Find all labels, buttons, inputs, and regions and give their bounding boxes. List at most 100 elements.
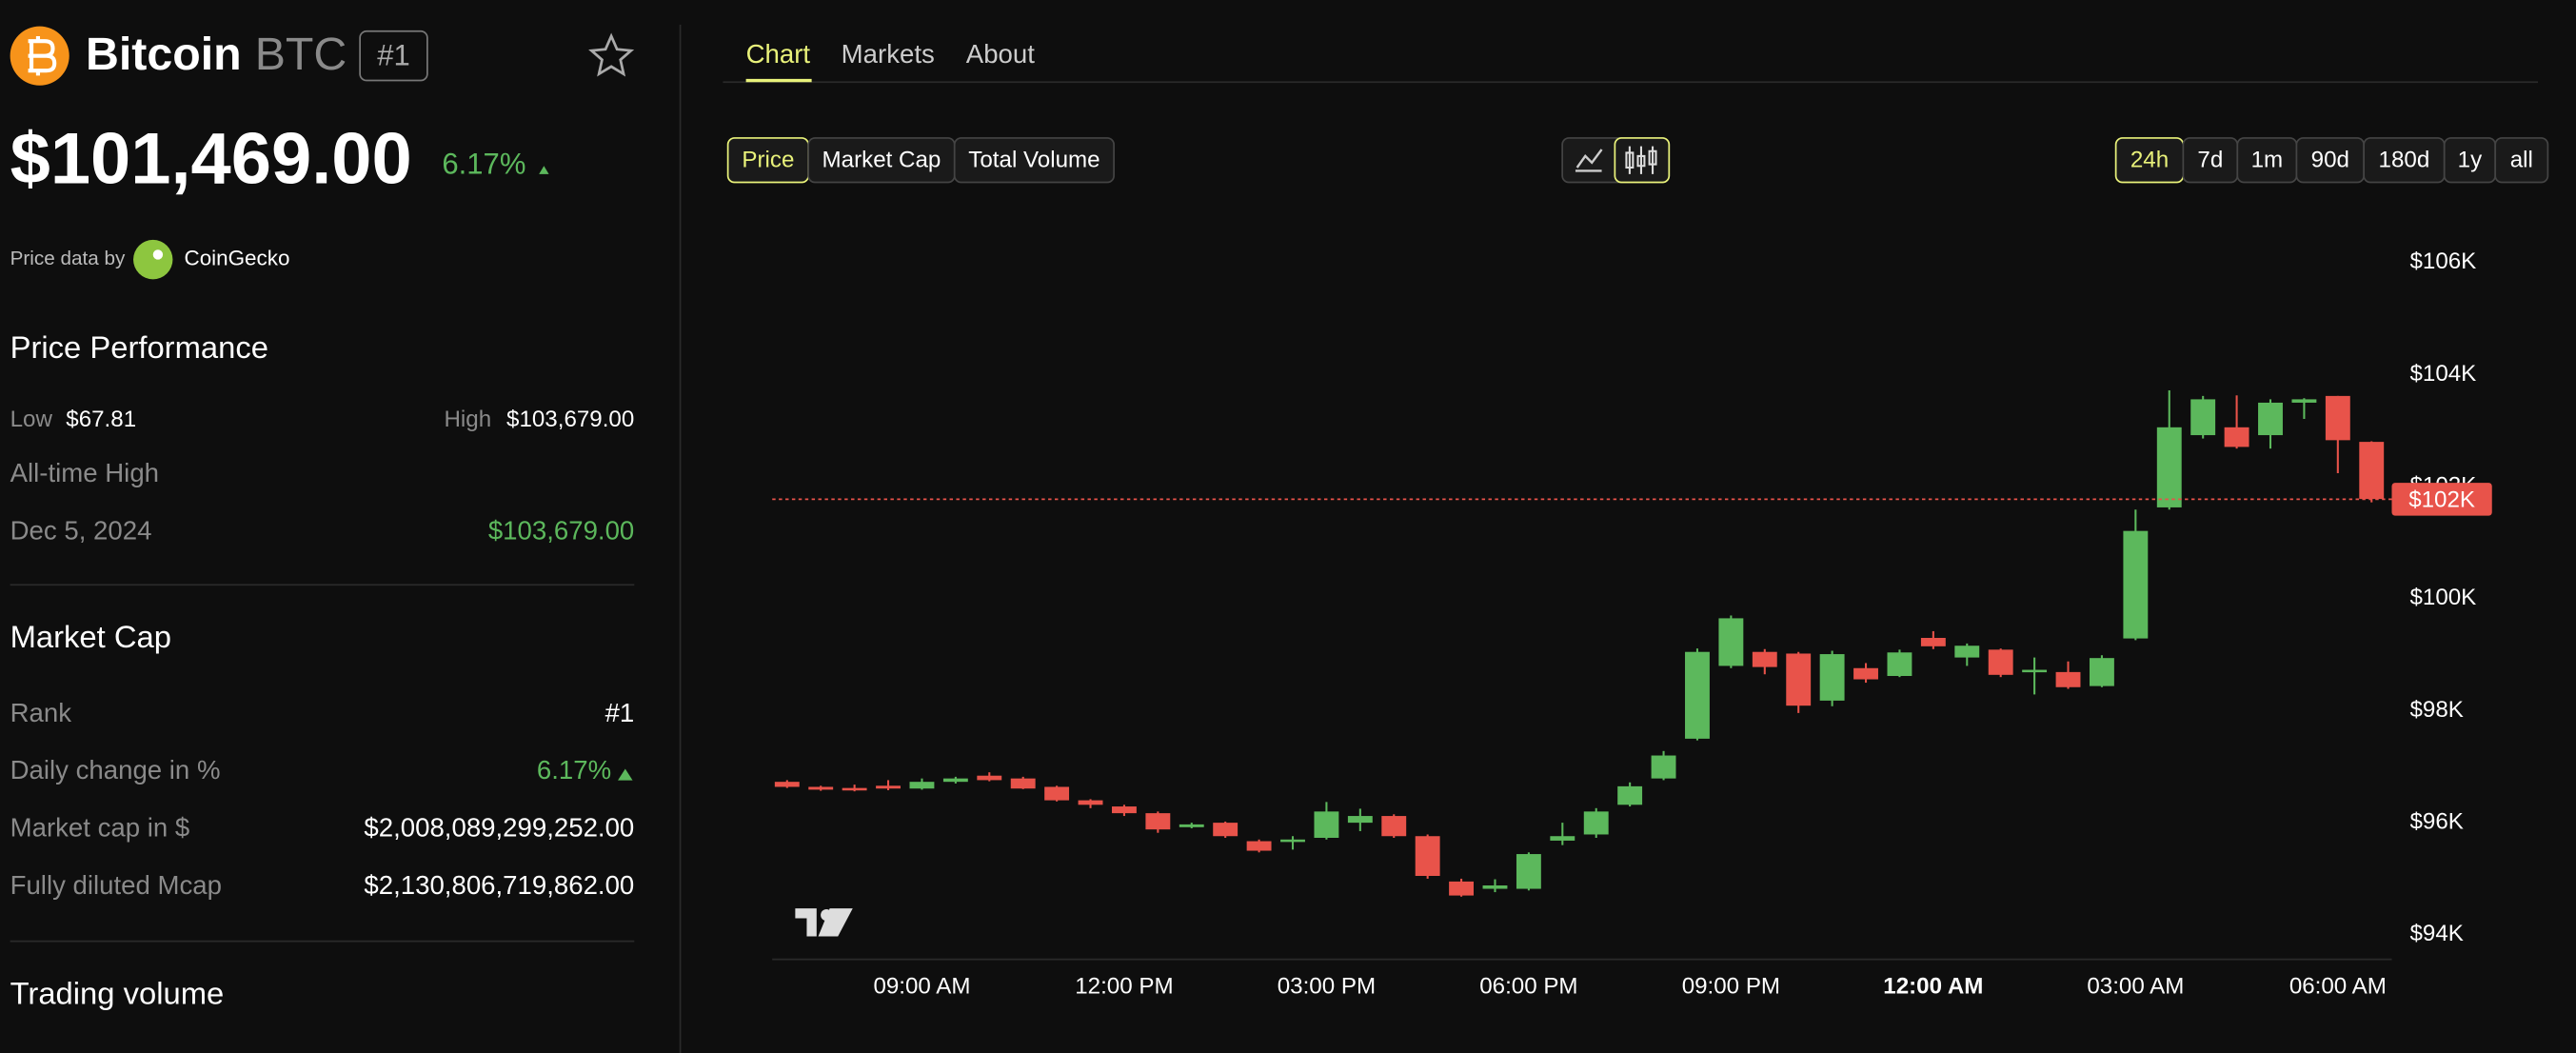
candle-body — [1954, 646, 1980, 658]
candle-body — [1887, 652, 1912, 676]
current-price-tag — [2391, 483, 2492, 516]
candle-body — [1145, 813, 1171, 830]
candle-body — [1516, 854, 1541, 889]
candle-body — [1752, 651, 1777, 667]
toggle-button[interactable] — [953, 137, 1115, 184]
low-value: $67.81 — [66, 407, 136, 432]
candle-body — [2190, 399, 2216, 436]
candle-body — [1179, 824, 1204, 827]
y-tick-label: $106K — [2409, 248, 2476, 274]
candle-body — [2156, 427, 2182, 507]
toggle-label: Total Volume — [968, 147, 1100, 172]
row-value: $2,008,089,299,252.00 — [364, 813, 634, 843]
up-arrow — [539, 166, 549, 174]
favorite-star[interactable] — [588, 32, 635, 77]
x-tick-label: 06:00 AM — [2289, 973, 2387, 999]
ath-value: $103,679.00 — [488, 515, 634, 545]
price-source: CoinGecko — [185, 247, 290, 270]
candle-body — [2291, 399, 2317, 403]
x-tick-label: 03:00 AM — [2087, 973, 2184, 999]
row-label: Market cap in $ — [10, 813, 190, 843]
toggle-button[interactable] — [2494, 137, 2549, 184]
toggle-label: 1y — [2458, 147, 2483, 172]
candle-body — [2089, 658, 2114, 686]
toggle-label: all — [2510, 147, 2533, 172]
candle-body — [1853, 667, 1878, 680]
row-value: $2,130,806,719,862.00 — [364, 870, 634, 900]
tradingview-logo-dot — [821, 909, 833, 922]
x-tick-label: 12:00 AM — [1883, 973, 1983, 999]
candle-icon — [1625, 146, 1657, 174]
ath-label: All-time High — [10, 458, 159, 487]
candle-body — [942, 778, 968, 783]
candle-body — [1078, 800, 1103, 805]
x-tick-label: 09:00 AM — [873, 973, 970, 999]
candle-body — [1314, 811, 1339, 839]
price-source-label: Price data by — [10, 248, 126, 269]
coingecko-icon — [133, 239, 173, 280]
candle-body — [1550, 836, 1575, 841]
candle-body — [2224, 427, 2249, 447]
high-label: High — [445, 407, 492, 432]
x-tick-label: 09:00 PM — [1682, 973, 1780, 999]
candle-body — [842, 787, 867, 791]
candle-body — [1617, 785, 1643, 805]
candle-body — [1044, 786, 1070, 801]
coin-symbol: BTC — [255, 29, 347, 80]
candle-body — [2359, 442, 2385, 500]
candle-body — [1381, 816, 1407, 837]
low-label: Low — [10, 407, 53, 432]
ath-date: Dec 5, 2024 — [10, 515, 152, 545]
high-value: $103,679.00 — [506, 407, 634, 432]
current-price-label: $102K — [2408, 487, 2475, 512]
price-change: 6.17% — [442, 147, 525, 180]
section-title: Price Performance — [10, 329, 268, 365]
row-value: #1 — [605, 698, 635, 727]
candle-body — [808, 786, 834, 790]
candle-body — [1213, 823, 1238, 837]
coin-name: Bitcoin — [86, 29, 242, 80]
tab[interactable]: Markets — [842, 39, 935, 69]
toggle-label: 1m — [2251, 147, 2284, 172]
rank-badge-box — [359, 30, 428, 82]
candle-body — [977, 775, 1002, 781]
toggle-label: Price — [742, 147, 794, 172]
x-tick-label: 12:00 PM — [1075, 973, 1173, 999]
section-title: Market Cap — [10, 619, 171, 654]
row-label: Daily change in % — [10, 755, 221, 785]
candle-body — [2123, 530, 2149, 639]
x-tick-label: 06:00 PM — [1479, 973, 1577, 999]
coingecko-eye — [152, 249, 164, 260]
candle-body — [2055, 671, 2081, 687]
candle-body — [876, 785, 901, 789]
tab[interactable]: Chart — [746, 39, 811, 69]
candle-body — [1449, 881, 1475, 896]
candle-body — [1583, 811, 1609, 835]
tab[interactable]: About — [966, 39, 1035, 69]
tradingview-logo — [795, 908, 853, 937]
row-label: Rank — [10, 698, 72, 727]
candle-body — [2022, 669, 2048, 673]
y-tick-label: $94K — [2409, 921, 2463, 946]
candle-body — [2258, 402, 2283, 436]
row-label: Fully diluted Mcap — [10, 870, 222, 900]
candle-body — [1651, 755, 1676, 779]
toggle-label: 7d — [2197, 147, 2223, 172]
section-title: Trading volume — [10, 975, 225, 1010]
candle-body — [909, 782, 935, 789]
candle-body — [1111, 806, 1137, 814]
toggle-label: 180d — [2379, 147, 2430, 172]
candle-body — [1010, 778, 1036, 789]
row-value: 6.17% — [537, 755, 611, 785]
candle-body — [1482, 885, 1508, 889]
coin-glyph — [28, 35, 57, 76]
candle-body — [1988, 649, 2013, 675]
candle-body — [1280, 839, 1305, 843]
candle-body — [2325, 395, 2350, 441]
line-style-button[interactable] — [1575, 149, 1603, 172]
candle-body — [1920, 637, 1946, 646]
up-arrow — [618, 768, 633, 781]
y-tick-label: $104K — [2409, 361, 2476, 387]
x-tick-label: 03:00 PM — [1278, 973, 1376, 999]
